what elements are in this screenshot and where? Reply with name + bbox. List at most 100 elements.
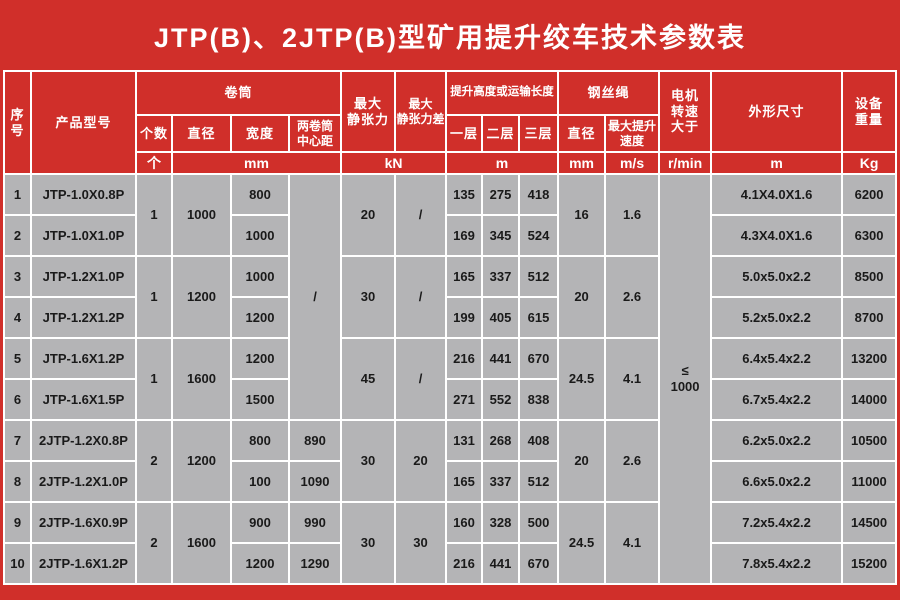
- cell-max-tension: 30: [342, 257, 395, 337]
- cell-seq: 2: [5, 216, 30, 255]
- cell-drum-width: 1200: [232, 339, 288, 378]
- cell-layer3: 615: [520, 298, 558, 337]
- cell-rope-diameter: 24.5: [559, 503, 605, 583]
- table-row: 10 2JTP-1.6X1.2P 1200 1290 216 441 670 7…: [5, 544, 896, 583]
- cell-layer3: 500: [520, 503, 558, 542]
- cell-max-speed: 4.1: [606, 503, 659, 583]
- cell-dimensions: 4.3X4.0X1.6: [712, 216, 842, 255]
- cell-layer3: 512: [520, 257, 558, 296]
- header-drum-group: 卷筒: [137, 72, 341, 114]
- cell-drum-width: 1000: [232, 257, 288, 296]
- cell-layer3: 838: [520, 380, 558, 419]
- cell-layer3: 670: [520, 544, 558, 583]
- unit-m-layers: m: [447, 153, 558, 173]
- cell-tension-diff: /: [396, 175, 446, 255]
- cell-dimensions: 7.8x5.4x2.2: [712, 544, 842, 583]
- page-title: JTP(B)、2JTP(B)型矿用提升绞车技术参数表: [153, 22, 746, 53]
- cell-seq: 3: [5, 257, 30, 296]
- header-layer2: 二层: [483, 116, 519, 151]
- cell-seq: 9: [5, 503, 30, 542]
- cell-center-distance: 990: [290, 503, 341, 542]
- cell-layer2: 268: [483, 421, 519, 460]
- header-drum-count: 个数: [137, 116, 171, 151]
- cell-layer1: 165: [447, 257, 482, 296]
- cell-tension-diff: 30: [396, 503, 446, 583]
- cell-drum-diameter: 1600: [173, 339, 230, 419]
- cell-drum-width: 1500: [232, 380, 288, 419]
- cell-max-speed: 2.6: [606, 257, 659, 337]
- cell-dimensions: 5.2x5.0x2.2: [712, 298, 842, 337]
- unit-dim-m: m: [712, 153, 842, 173]
- cell-tension-diff: /: [396, 257, 446, 337]
- cell-layer1: 135: [447, 175, 482, 214]
- cell-dimensions: 6.4x5.4x2.2: [712, 339, 842, 378]
- cell-layer3: 418: [520, 175, 558, 214]
- cell-motor-speed: ≤ 1000: [660, 175, 711, 583]
- cell-dimensions: 5.0x5.0x2.2: [712, 257, 842, 296]
- cell-tension-diff: 20: [396, 421, 446, 501]
- cell-layer1: 165: [447, 462, 482, 501]
- cell-layer1: 160: [447, 503, 482, 542]
- cell-model: JTP-1.6X1.2P: [32, 339, 135, 378]
- cell-model: JTP-1.2X1.0P: [32, 257, 135, 296]
- cell-layer2: 345: [483, 216, 519, 255]
- table-row: 9 2JTP-1.6X0.9P 2 1600 900 990 30 30 160…: [5, 503, 896, 583]
- cell-layer2: 275: [483, 175, 519, 214]
- table-row: 4 JTP-1.2X1.2P 1200 199 405 615 5.2x5.0x…: [5, 298, 896, 337]
- table-row: 1 JTP-1.0X0.8P 1 1000 800 / 20 / 135 275…: [5, 175, 896, 583]
- cell-drum-diameter: 1000: [173, 175, 230, 255]
- cell-tension-diff: /: [396, 339, 446, 419]
- cell-weight: 15200: [843, 544, 896, 583]
- cell-drum-width: 1200: [232, 298, 288, 337]
- cell-max-tension: 30: [342, 421, 395, 501]
- cell-dimensions: 7.2x5.4x2.2: [712, 503, 842, 542]
- cell-dimensions: 6.6x5.0x2.2: [712, 462, 842, 501]
- cell-dimensions: 6.2x5.0x2.2: [712, 421, 842, 460]
- header-rope-group: 钢丝绳: [559, 72, 659, 114]
- header-max-static-tension: 最大 静张力: [342, 72, 395, 151]
- table-row: 6 JTP-1.6X1.5P 1500 271 552 838 6.7x5.4x…: [5, 380, 896, 419]
- cell-weight: 10500: [843, 421, 896, 460]
- cell-dimensions: 4.1X4.0X1.6: [712, 175, 842, 214]
- cell-layer1: 169: [447, 216, 482, 255]
- cell-drum-count: 2: [137, 503, 171, 583]
- unit-count: 个: [137, 153, 171, 173]
- cell-layer2: 337: [483, 257, 519, 296]
- cell-drum-width: 800: [232, 421, 288, 460]
- cell-max-speed: 1.6: [606, 175, 659, 255]
- unit-speed: m/s: [606, 153, 659, 173]
- cell-layer2: 328: [483, 503, 519, 542]
- header-seq: 序 号: [5, 72, 30, 173]
- table-row: 8 2JTP-1.2X1.0P 100 1090 165 337 512 6.6…: [5, 462, 896, 501]
- cell-model: 2JTP-1.2X0.8P: [32, 421, 135, 460]
- cell-model: JTP-1.6X1.5P: [32, 380, 135, 419]
- cell-drum-diameter: 1200: [173, 421, 230, 501]
- cell-layer1: 199: [447, 298, 482, 337]
- cell-seq: 7: [5, 421, 30, 460]
- cell-rope-diameter: 16: [559, 175, 605, 255]
- unit-kn: kN: [342, 153, 446, 173]
- cell-max-tension: 20: [342, 175, 395, 255]
- header-rope-diameter: 直径: [559, 116, 605, 151]
- header-rope-max-speed: 最大提升 速度: [606, 116, 659, 151]
- cell-layer1: 216: [447, 339, 482, 378]
- unit-mm: mm: [173, 153, 341, 173]
- cell-drum-diameter: 1200: [173, 257, 230, 337]
- table-row: 7 2JTP-1.2X0.8P 2 1200 800 890 30 20 131…: [5, 421, 896, 501]
- header-lift-height-group: 提升高度或运输长度: [447, 72, 558, 114]
- cell-drum-count: 2: [137, 421, 171, 501]
- cell-rope-diameter: 20: [559, 257, 605, 337]
- cell-seq: 5: [5, 339, 30, 378]
- cell-drum-count: 1: [137, 339, 171, 419]
- cell-layer2: 552: [483, 380, 519, 419]
- cell-max-tension: 45: [342, 339, 395, 419]
- cell-max-speed: 4.1: [606, 339, 659, 419]
- cell-drum-diameter: 1600: [173, 503, 230, 583]
- cell-dimensions: 6.7x5.4x2.2: [712, 380, 842, 419]
- header-max-static-tension-diff: 最大 静张力差: [396, 72, 446, 151]
- cell-center-distance: 1290: [290, 544, 341, 583]
- cell-layer3: 670: [520, 339, 558, 378]
- cell-drum-count: 1: [137, 257, 171, 337]
- table-row: 2 JTP-1.0X1.0P 1000 169 345 524 4.3X4.0X…: [5, 216, 896, 255]
